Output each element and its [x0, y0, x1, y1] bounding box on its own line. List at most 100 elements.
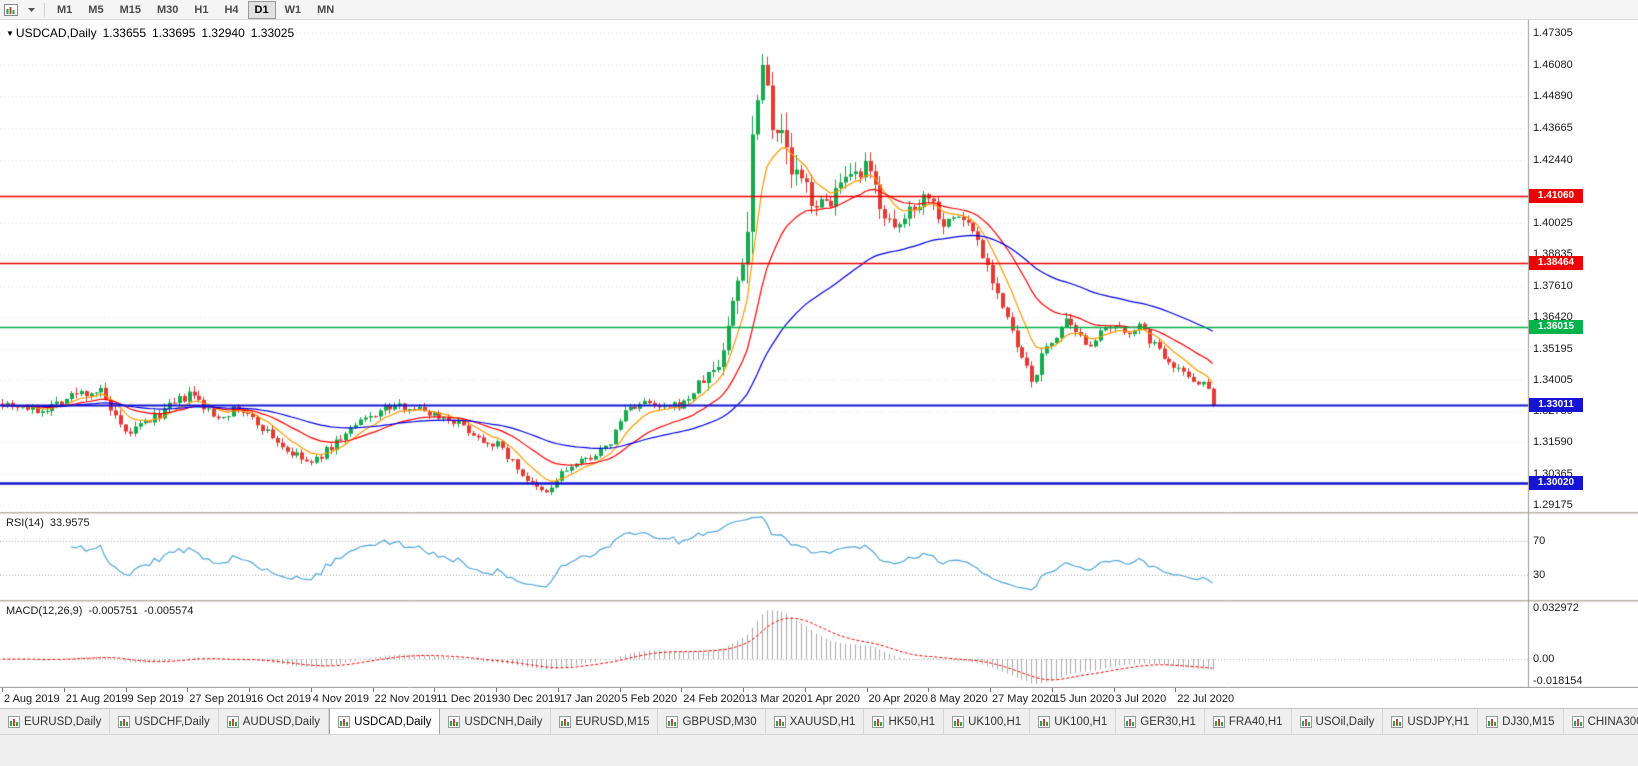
tab-label: USDCHF,Daily: [134, 715, 210, 728]
tab-fra40-h1[interactable]: FRA40,H1: [1205, 709, 1292, 734]
date-tick: [434, 688, 436, 692]
tab-uk100-h1[interactable]: UK100,H1: [944, 709, 1031, 734]
chart-tab-icon: [1571, 715, 1584, 728]
chart-tab-icon: [1486, 715, 1499, 728]
date-label: 1 Apr 2020: [806, 693, 860, 705]
price-axis-label: 1.44890: [1533, 90, 1573, 103]
date-tick: [619, 688, 621, 692]
price-axis-label: 1.29175: [1533, 499, 1573, 512]
macd-main-value: -0.005751: [88, 605, 138, 617]
date-tick: [866, 688, 868, 692]
timeframe-m15[interactable]: M15: [119, 3, 141, 16]
tab-xauusd-h1[interactable]: XAUUSD,H1: [766, 709, 865, 734]
price-line-tag: 1.38464: [1529, 256, 1583, 271]
chart-tab-icon: [666, 715, 679, 728]
chart-tab-icon: [1212, 715, 1225, 728]
price-line-tag: 1.36015: [1529, 320, 1583, 335]
tab-eurusd-m15[interactable]: EURUSD,M15: [551, 709, 659, 734]
tab-gbpusd-m30[interactable]: GBPUSD,M30: [658, 709, 766, 734]
date-label: 3 Jul 2020: [1115, 693, 1167, 705]
tab-usoil-daily[interactable]: USOil,Daily: [1292, 709, 1384, 734]
tab-audusd-daily[interactable]: AUDUSD,Daily: [219, 709, 330, 734]
chart-tab-icon: [952, 715, 965, 728]
tab-usdchf-daily[interactable]: USDCHF,Daily: [110, 709, 219, 734]
tab-label: HK50,H1: [888, 715, 936, 728]
rsi-level-label: 30: [1533, 568, 1546, 581]
tab-label: XAUUSD,H1: [789, 715, 856, 728]
date-label: 22 Jul 2020: [1177, 693, 1235, 705]
price-line-tag: 1.30020: [1529, 476, 1583, 491]
readout-symbol: USDCAD,Daily: [15, 26, 97, 40]
date-label: 27 May 2020: [992, 693, 1056, 705]
date-axis[interactable]: 2 Aug 2019 21 Aug 2019 9 Sep 2019 27 Sep 20…: [0, 688, 1638, 708]
date-label: 20 Apr 2020: [868, 693, 928, 705]
tab-label: FRA40,H1: [1228, 715, 1283, 728]
price-axis-label: 1.42440: [1533, 153, 1573, 166]
chart-tab-bar: EURUSD,Daily USDCHF,Daily AUDUSD,Daily USDC…: [0, 708, 1638, 734]
tab-dj30-m15[interactable]: DJ30,M15: [1478, 709, 1564, 734]
date-tick: [310, 688, 312, 692]
macd-axis-label: 0.032972: [1533, 601, 1579, 614]
chart-window-icon[interactable]: [2, 1, 20, 19]
tab-ger30-h1[interactable]: GER30,H1: [1116, 709, 1205, 734]
date-tick: [1175, 688, 1177, 692]
tab-china300-h4[interactable]: CHINA300,H4: [1564, 709, 1638, 734]
readout-low: 1.32940: [201, 26, 245, 40]
date-label: 4 Nov 2019: [312, 693, 370, 705]
timeframe-mn[interactable]: MN: [317, 3, 335, 16]
date-label: 27 Sep 2019: [189, 693, 252, 705]
timeframe-h4[interactable]: H4: [224, 3, 239, 16]
toolbar-separator: [44, 2, 45, 17]
readout-close: 1.33025: [250, 26, 295, 40]
timeframe-d1[interactable]: D1: [247, 0, 276, 19]
price-axis-label: 1.34005: [1533, 373, 1573, 386]
status-bar: [0, 734, 1638, 766]
date-label: 24 Feb 2020: [683, 693, 746, 705]
chart-tab-icon: [8, 715, 20, 728]
timeframe-w1[interactable]: W1: [284, 3, 302, 16]
tab-label: AUDUSD,Daily: [242, 715, 321, 728]
tab-label: UK100,H1: [1054, 715, 1108, 728]
date-label: 9 Sep 2019: [127, 693, 184, 705]
date-tick: [249, 688, 250, 692]
tab-usdcad-daily[interactable]: USDCAD,Daily: [329, 709, 441, 734]
date-label: 15 Jun 2020: [1053, 693, 1115, 705]
tab-usdcnh-daily[interactable]: USDCNH,Daily: [440, 709, 552, 734]
tab-hk50-h1[interactable]: HK50,H1: [864, 709, 945, 734]
tab-usdjpy-h1[interactable]: USDJPY,H1: [1383, 709, 1479, 734]
price-axis-label: 1.43665: [1533, 121, 1573, 134]
date-tick: [496, 688, 497, 692]
timeframe-m30[interactable]: M30: [156, 3, 179, 16]
timeframe-h1[interactable]: H1: [194, 3, 209, 16]
date-label: 5 Feb 2020: [621, 693, 678, 705]
macd-title: MACD(12,26,9): [6, 605, 83, 617]
date-label: 2 Aug 2019: [4, 693, 60, 705]
rsi-title: RSI(14): [6, 517, 44, 529]
date-label: 30 Dec 2019: [498, 693, 561, 705]
rsi-indicator-label: RSI(14) 33.9575: [6, 517, 96, 529]
tab-eurusd-daily[interactable]: EURUSD,Daily: [0, 709, 111, 734]
price-axis-label: 1.35195: [1533, 342, 1573, 355]
date-label: 21 Aug 2019: [65, 693, 128, 705]
date-tick: [63, 688, 65, 692]
chart-tab-icon: [1391, 715, 1404, 728]
date-tick: [372, 688, 374, 692]
price-line-tag: 1.33011: [1529, 398, 1583, 413]
arrow-down-icon[interactable]: [22, 1, 40, 19]
tab-label: USDJPY,H1: [1407, 715, 1470, 728]
timeframe-m5[interactable]: M5: [88, 3, 104, 16]
price-chart-canvas[interactable]: [0, 20, 1638, 688]
date-tick: [557, 688, 559, 692]
timeframe-m1[interactable]: M1: [57, 3, 73, 16]
date-tick: [681, 688, 683, 692]
macd-axis-label: -0.018154: [1533, 675, 1583, 687]
tab-label: USDCNH,Daily: [464, 715, 543, 728]
tab-label: DJ30,M15: [1502, 715, 1555, 728]
price-axis-label: 1.46080: [1533, 59, 1573, 72]
collapse-arrow-icon[interactable]: ▼: [6, 29, 14, 38]
price-axis-label: 1.40025: [1533, 216, 1573, 229]
tab-uk100-h1[interactable]: UK100,H1: [1030, 709, 1117, 734]
chart-tab-icon: [338, 715, 351, 728]
date-tick: [2, 688, 3, 692]
tab-label: USOil,Daily: [1315, 715, 1375, 728]
